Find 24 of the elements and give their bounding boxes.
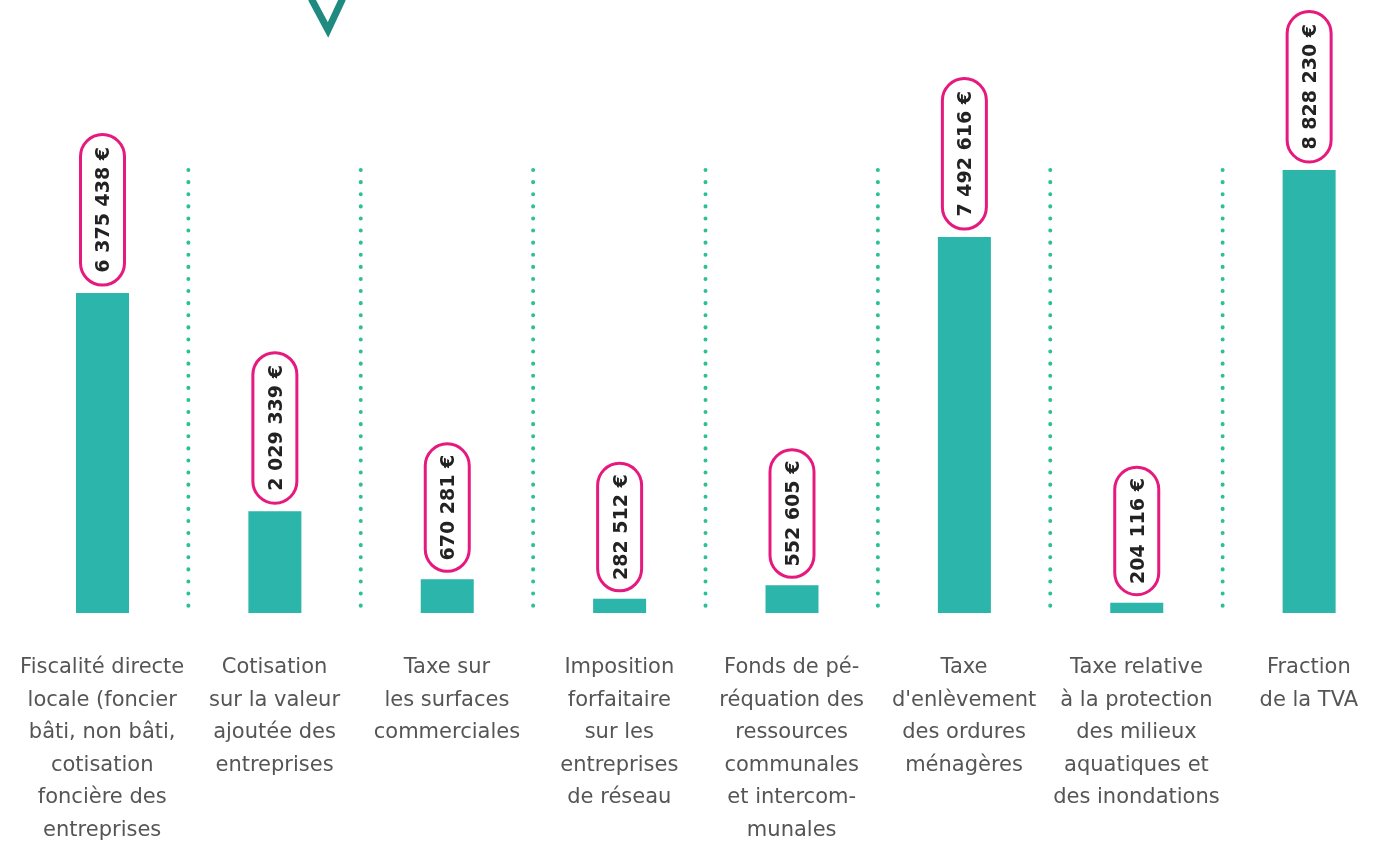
x-tick-label: Fonds de pé- réquation des ressources communales et intercom- munales bbox=[719, 654, 865, 841]
x-tick-label: Taxe d'enlèvement des ordures ménagères bbox=[891, 654, 1037, 776]
data-label: 282 512 € bbox=[608, 474, 631, 580]
x-tick-label: Taxe sur les surfaces commerciales bbox=[373, 654, 521, 743]
bar bbox=[1282, 170, 1336, 613]
data-label: 670 281 € bbox=[436, 454, 459, 561]
bar bbox=[593, 598, 647, 613]
data-label: 7 492 616 € bbox=[953, 90, 976, 217]
data-label: 6 375 438 € bbox=[91, 147, 114, 273]
x-tick-label: Imposition forfaitaire sur les entreprises de réseau bbox=[560, 654, 679, 808]
data-label: 2 029 339 € bbox=[263, 365, 286, 491]
bar bbox=[1110, 602, 1164, 613]
x-tick-label: Fiscalité directe locale (foncier bâti, non bâti, cotisation foncière des entreprises bbox=[20, 654, 185, 841]
bar bbox=[76, 293, 129, 613]
data-label: 8 828 230 € bbox=[1298, 23, 1321, 150]
data-label: 204 116 € bbox=[1125, 478, 1148, 584]
bar bbox=[937, 237, 991, 613]
x-tick-label: Taxe relative à la protection des milieux aquatiques et des inondations bbox=[1053, 654, 1220, 808]
bar bbox=[765, 585, 819, 613]
x-tick-label: Fraction de la TVA bbox=[1259, 654, 1359, 711]
bar bbox=[248, 511, 302, 613]
bar bbox=[420, 579, 474, 613]
x-tick-label: Cotisation sur la valeur ajoutée des entreprises bbox=[209, 654, 341, 776]
data-label: 552 605 € bbox=[781, 460, 803, 567]
